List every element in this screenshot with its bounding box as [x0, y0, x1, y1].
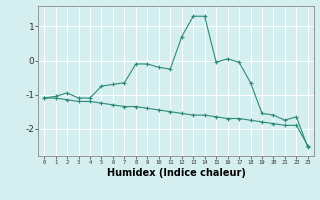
X-axis label: Humidex (Indice chaleur): Humidex (Indice chaleur) — [107, 168, 245, 178]
